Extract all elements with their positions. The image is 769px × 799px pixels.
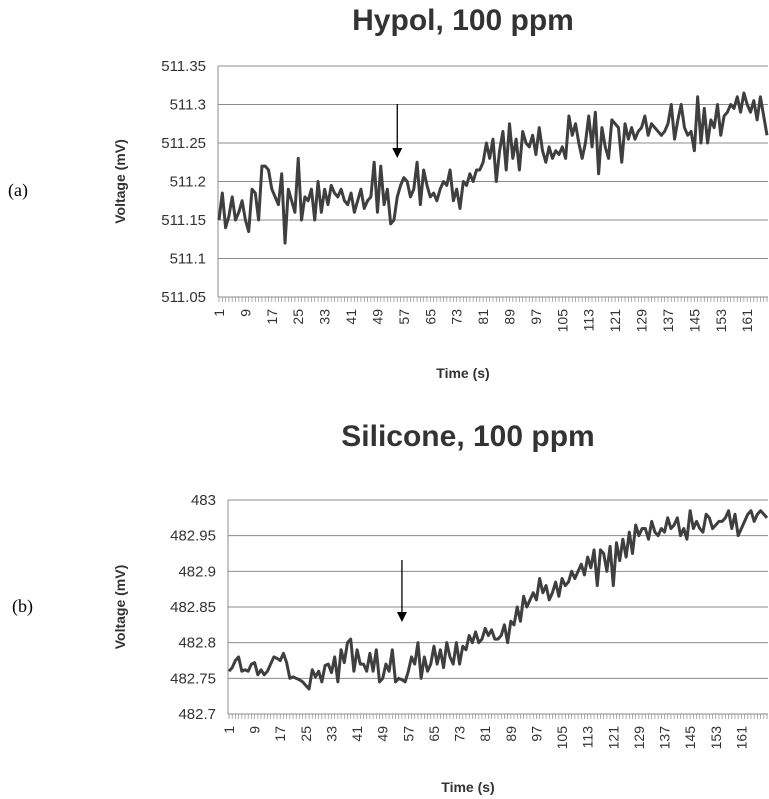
x-tick-label: 161	[739, 309, 755, 333]
x-tick-label: 137	[660, 309, 676, 333]
x-tick-label: 81	[477, 726, 493, 742]
x-tick-label: 97	[528, 309, 544, 325]
x-tick-label: 65	[426, 726, 442, 742]
x-tick-label: 89	[502, 309, 518, 325]
x-tick-label: 57	[400, 726, 416, 742]
x-tick-label: 17	[272, 726, 288, 742]
x-tick-label: 105	[554, 726, 570, 750]
y-tick-label: 483	[191, 492, 216, 509]
x-tick-label: 41	[349, 726, 365, 742]
x-tick-label: 65	[422, 309, 438, 325]
x-tick-label: 17	[264, 309, 280, 325]
x-tick-label: 153	[708, 726, 724, 750]
y-tick-label: 511.2	[170, 174, 206, 191]
x-tick-label: 97	[528, 726, 544, 742]
x-tick-label: 9	[247, 726, 263, 734]
x-tick-label: 41	[343, 309, 359, 325]
x-axis-ticks	[218, 297, 768, 302]
x-tick-label: 89	[503, 726, 519, 742]
y-tick-label: 482.7	[178, 706, 216, 723]
y-tick-label: 511.05	[161, 289, 206, 306]
x-tick-label: 73	[452, 726, 468, 742]
y-tick-label: 482.75	[170, 670, 216, 687]
x-tick-label: 105	[554, 309, 570, 333]
x-tick-label: 25	[298, 726, 314, 742]
y-tick-label: 511.15	[161, 212, 206, 229]
x-tick-label: 25	[290, 309, 306, 325]
chart-b: Silicone, 100 ppm 482.7 482.75 482.8 482.85 4…	[112, 420, 769, 795]
y-axis-title: Voltage (mV)	[112, 139, 128, 224]
y-tick-label: 482.85	[170, 599, 216, 616]
x-tick-label: 145	[686, 309, 702, 333]
y-axis-title: Voltage (mV)	[112, 565, 128, 650]
x-tick-label: 81	[475, 309, 491, 325]
y-tick-label: 482.9	[178, 563, 216, 580]
x-tick-label: 1	[221, 726, 237, 734]
x-tick-label: 113	[581, 309, 597, 332]
x-tick-label: 9	[237, 309, 253, 317]
x-tick-label: 121	[605, 726, 621, 750]
x-axis-title: Time (s)	[441, 779, 494, 795]
x-tick-label: 145	[682, 726, 698, 750]
x-tick-label: 113	[580, 726, 596, 749]
arrow-head	[396, 612, 407, 622]
x-tick-label: 73	[449, 309, 465, 325]
x-tick-label: 161	[733, 726, 749, 750]
y-tick-label: 482.8	[178, 635, 216, 652]
x-tick-label: 153	[713, 309, 729, 333]
data-line	[217, 91, 769, 245]
chart-a: Hypol, 100 ppm 511.05 511.1 511.15 511.2 511.…	[112, 4, 769, 381]
x-tick-label: 33	[324, 726, 340, 742]
x-tick-label: 33	[317, 309, 333, 325]
x-tick-label: 137	[657, 726, 673, 750]
arrow-head	[392, 148, 403, 158]
panel-label-b: (b)	[12, 596, 33, 616]
x-tick-label: 49	[375, 726, 391, 742]
chart-title: Hypol, 100 ppm	[352, 4, 574, 37]
x-axis-title: Time (s)	[436, 365, 489, 381]
x-tick-label: 121	[607, 309, 623, 333]
chart-title: Silicone, 100 ppm	[341, 420, 594, 453]
panel-label-a: (a)	[8, 180, 28, 200]
x-tick-label: 129	[634, 309, 650, 333]
x-tick-label: 1	[211, 309, 227, 317]
y-tick-label: 482.95	[170, 528, 216, 545]
x-tick-label: 49	[370, 309, 386, 325]
y-tick-label: 511.25	[161, 135, 206, 152]
y-tick-label: 511.1	[170, 251, 206, 268]
y-tick-label: 511.35	[161, 58, 206, 75]
x-tick-label: 57	[396, 309, 412, 325]
y-tick-label: 511.3	[170, 97, 206, 114]
x-axis-ticks	[228, 714, 768, 719]
data-line	[227, 509, 769, 691]
x-tick-label: 129	[631, 726, 647, 750]
